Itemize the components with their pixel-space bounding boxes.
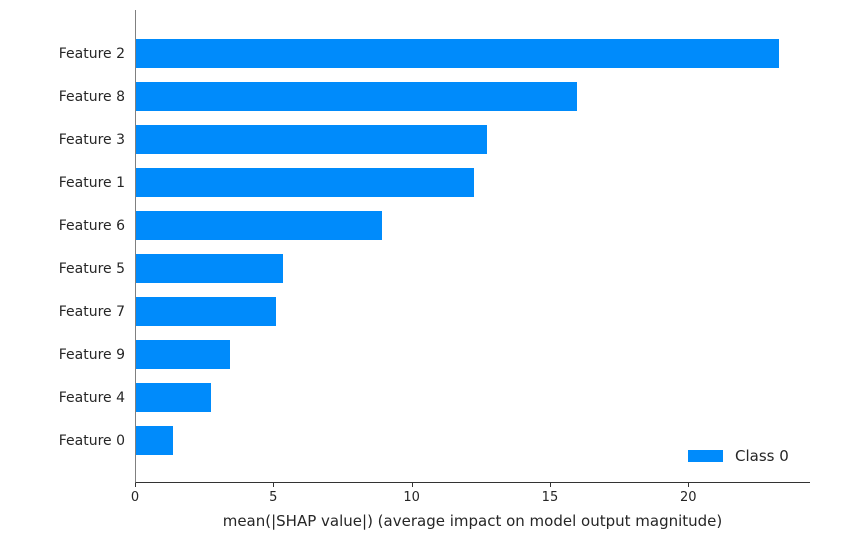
legend: Class 0 (688, 447, 789, 465)
bar-feature-1 (136, 168, 474, 197)
bar-feature-7 (136, 297, 276, 326)
y-label-feature-3: Feature 3 (58, 131, 125, 148)
x-tick-mark-15 (549, 483, 551, 487)
y-label-feature-0: Feature 0 (58, 432, 125, 449)
y-label-feature-7: Feature 7 (58, 303, 125, 320)
bar-feature-9 (136, 340, 231, 369)
legend-swatch-class-0 (688, 450, 723, 462)
legend-label: Class 0 (735, 447, 789, 465)
plot-area (135, 10, 810, 483)
bar-feature-3 (136, 125, 488, 154)
bar-feature-0 (136, 426, 174, 455)
x-tick-label-20: 20 (679, 490, 697, 505)
x-tick-mark-10 (411, 483, 413, 487)
y-label-feature-9: Feature 9 (58, 346, 125, 363)
x-tick-mark-5 (273, 483, 275, 487)
bar-feature-4 (136, 383, 211, 412)
x-tick-label-0: 0 (130, 490, 140, 505)
bar-feature-5 (136, 254, 283, 283)
y-label-feature-5: Feature 5 (58, 260, 125, 277)
x-axis-title: mean(|SHAP value|) (average impact on mo… (222, 512, 723, 530)
bar-feature-8 (136, 82, 578, 111)
x-tick-mark-0 (135, 483, 136, 487)
bar-feature-6 (136, 211, 383, 240)
x-tick-label-15: 15 (541, 490, 559, 505)
y-label-feature-6: Feature 6 (58, 217, 125, 234)
x-tick-label-5: 5 (269, 490, 278, 505)
y-label-feature-1: Feature 1 (58, 174, 125, 191)
y-label-feature-8: Feature 8 (58, 88, 125, 105)
x-tick-label-10: 10 (403, 490, 420, 505)
x-tick-mark-20 (688, 483, 690, 487)
y-label-feature-4: Feature 4 (58, 389, 125, 406)
bar-feature-2 (136, 39, 780, 68)
y-label-feature-2: Feature 2 (58, 45, 125, 62)
